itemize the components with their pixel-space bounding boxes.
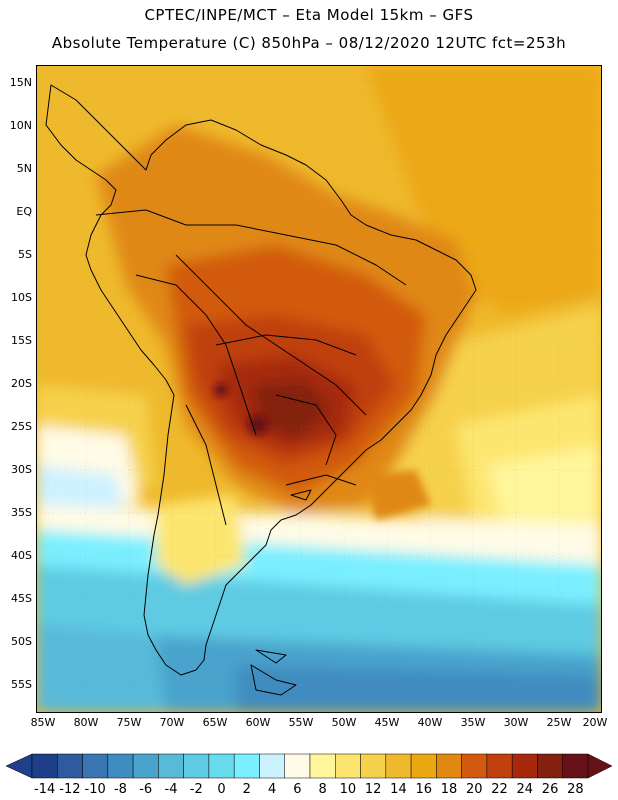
- colorbar-swatch: [31, 753, 58, 779]
- colorbar-tick-label: 8: [318, 782, 327, 797]
- lon-label: 60W: [245, 716, 271, 729]
- colorbar-swatch: [537, 753, 563, 779]
- lat-label: 55S: [11, 678, 32, 691]
- colorbar-swatch: [486, 753, 513, 779]
- colorbar-swatch: [259, 753, 285, 779]
- coastline-outline: [45, 84, 477, 696]
- colorbar-arrow-right: [587, 753, 613, 779]
- lat-label: 20S: [11, 377, 32, 390]
- colorbar-tick-label: 4: [267, 782, 277, 797]
- lon-label: 55W: [288, 716, 314, 729]
- lon-label: 75W: [116, 716, 142, 729]
- colorbar-swatch: [208, 753, 235, 779]
- colorbar-swatch: [158, 753, 184, 779]
- colorbar-swatch: [309, 753, 336, 779]
- lon-label: 65W: [202, 716, 228, 729]
- colorbar-swatch: [132, 753, 159, 779]
- colorbar-tick-label: -2: [189, 782, 203, 797]
- colorbar-tick-label: 0: [217, 782, 226, 797]
- colorbar-tick-label: 2: [242, 782, 251, 797]
- lat-label: 30S: [11, 463, 32, 476]
- colorbar-tick-label: 22: [491, 782, 508, 797]
- colorbar-swatch: [233, 753, 260, 779]
- lat-label: 5S: [18, 248, 32, 261]
- colorbar-tick-label: 16: [415, 782, 432, 797]
- colorbar-swatch: [461, 753, 488, 779]
- colorbar-tick-label: -12: [59, 782, 81, 797]
- lat-label: 15N: [9, 76, 32, 89]
- lon-label: 35W: [460, 716, 486, 729]
- lon-label: 85W: [30, 716, 56, 729]
- colorbar-tick-label: 28: [567, 782, 584, 797]
- lat-label: 35S: [11, 506, 32, 519]
- lon-label: 30W: [503, 716, 529, 729]
- colorbar-tick-label: -4: [164, 782, 178, 797]
- lat-label: 45S: [11, 592, 32, 605]
- title-line-2: Absolute Temperature (C) 850hPa – 08/12/…: [51, 34, 567, 52]
- colorbar-swatch: [183, 753, 210, 779]
- colorbar-tick-label: -8: [113, 782, 127, 797]
- lat-label: 25S: [11, 420, 32, 433]
- colorbar-swatch: [107, 753, 134, 779]
- colorbar-tick-label: -6: [139, 782, 153, 797]
- lon-label: 20W: [582, 716, 608, 729]
- colorbar-tick-label: 20: [465, 782, 483, 797]
- lon-label: 40W: [417, 716, 443, 729]
- colorbar-tick-label: -14: [34, 782, 56, 797]
- colorbar-swatch: [360, 753, 387, 779]
- colorbar-swatch: [511, 753, 538, 779]
- lon-label: 70W: [159, 716, 185, 729]
- colorbar-swatch: [284, 753, 311, 779]
- lat-label: 10N: [9, 119, 32, 132]
- lon-label: 45W: [374, 716, 400, 729]
- colorbar-tick-label: 24: [516, 782, 534, 797]
- lon-label: 80W: [73, 716, 99, 729]
- colorbar-tick-label: 10: [339, 782, 357, 797]
- lat-label: 15S: [11, 334, 32, 347]
- lon-label: 25W: [546, 716, 572, 729]
- colorbar-tick-label: 14: [390, 782, 407, 797]
- lat-label: 10S: [11, 291, 32, 304]
- colorbar-swatch: [57, 753, 83, 779]
- colorbar-swatch: [335, 753, 361, 779]
- colorbar-tick-label: 6: [293, 782, 302, 797]
- lon-label: 50W: [331, 716, 357, 729]
- lat-label: EQ: [16, 205, 32, 218]
- colorbar-swatch: [385, 753, 412, 779]
- temperature-map: [36, 65, 602, 713]
- colorbar-swatch: [410, 753, 437, 779]
- colorbar-arrow-left: [5, 753, 33, 779]
- colorbar: [5, 753, 613, 779]
- colorbar-swatch: [436, 753, 462, 779]
- lat-label: 50S: [11, 635, 32, 648]
- colorbar-tick-label: 26: [541, 782, 559, 797]
- colorbar-swatch: [562, 753, 589, 779]
- colorbar-tick-label: 12: [364, 782, 382, 797]
- colorbar-tick-label: 18: [440, 782, 458, 797]
- lat-label: 5N: [16, 162, 32, 175]
- lat-label: 40S: [11, 549, 32, 562]
- colorbar-tick-label: -10: [84, 782, 106, 797]
- title-line-1: CPTEC/INPE/MCT – Eta Model 15km – GFS: [144, 6, 474, 24]
- colorbar-swatch: [82, 753, 109, 779]
